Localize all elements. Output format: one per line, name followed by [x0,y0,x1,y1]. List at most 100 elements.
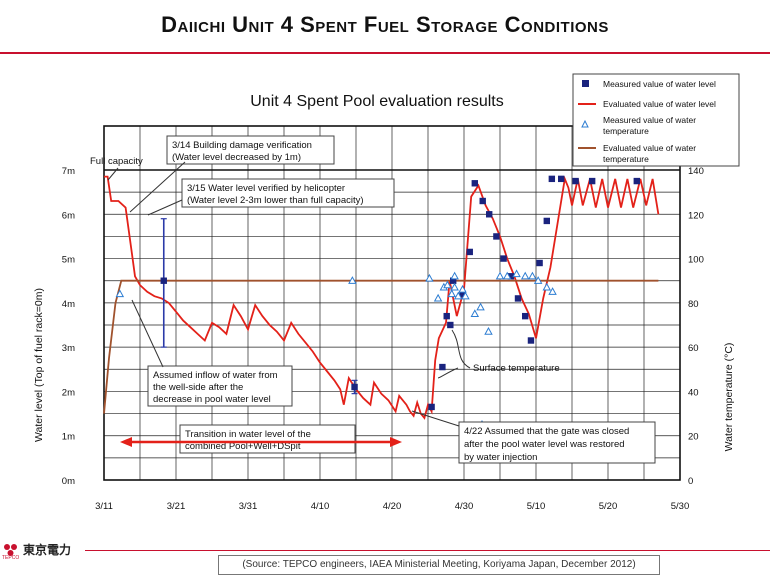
transition-arrow-left-head [120,437,132,447]
slide-title: Daiichi Unit 4 Spent Fuel Storage Condit… [161,12,609,37]
x-tick-label: 4/20 [383,501,402,512]
temperature-marker [450,282,459,291]
temperature-marker [461,291,470,300]
x-tick-label: 4/10 [311,501,330,512]
water-level-marker [543,217,550,225]
annotation-gate-closed-text: after the pool water level was restored [464,439,625,450]
annotation-transition-text: Transition in water level of the [185,429,311,440]
y-tick-label: 4m [62,299,75,310]
legend-label: Evaluated value of water [603,143,696,153]
tepco-logo-icon [4,543,17,556]
x-tick-label: 4/30 [455,501,474,512]
water-level-marker [522,312,529,320]
logo-text: 東京電力 [23,543,72,557]
annotation-leader [411,410,460,427]
temperature-marker [348,276,357,284]
water-level-marker [160,277,167,284]
tepco-logo: 東京電力 TEPCO [2,541,72,561]
annotation-building-damage-text: 3/14 Building damage verification [172,140,312,151]
annotation-leader [437,329,471,379]
transition-arrow-right-head [390,437,402,447]
temperature-marker [453,291,463,300]
temperature-marker [484,327,493,335]
temperature-marker [470,309,480,318]
x-tick-label: 5/30 [671,501,690,512]
x-tick-label: 3/21 [167,501,186,512]
legend: Measured value of water level Evaluated v… [572,73,740,167]
legend-box [572,73,740,167]
temperature-marker [433,293,443,302]
temperature-marker [548,287,557,295]
annotation-leader [147,199,183,216]
footer-divider [85,550,770,551]
water-level-marker [351,383,358,391]
temperature-marker [512,269,521,278]
temperature-marker [450,271,459,280]
y2-tick-label: 120 [688,210,704,221]
y-tick-label: 3m [62,343,75,354]
annotation-inflow-text: decrease in pool water level [153,394,271,405]
legend-label: Measured value of water level [603,79,716,89]
water-level-marker [588,177,596,185]
annotation-gate-closed-text: by water injection [464,452,537,463]
water-level-marker [450,277,457,284]
water-level-marker [479,197,486,205]
y2-tick-label: 40 [688,387,699,398]
y-axis-label: Water level (Top of fuel rack=0m) [33,288,45,442]
y2-axis-label: Water temperature (°C) [723,343,735,452]
annotation-surface-temperature: Surface temperature [473,363,560,374]
axis-ticks: 3/11 3/21 3/31 4/10 4/20 4/30 5/10 5/20 5/30 0m 1m… [62,166,704,512]
y2-tick-label: 60 [688,343,699,354]
series-layer [103,175,660,428]
temperature-marker [528,271,537,280]
water-level-marker [572,177,579,185]
legend-label: Evaluated value of water level [603,99,716,109]
annotation-gate-closed-text: 4/22 Assumed that the gate was closed [464,426,629,437]
temperature-marker [458,284,467,293]
water-level-marker [459,290,466,298]
water-level-marker [500,255,507,262]
y-tick-label: 2m [62,387,75,398]
logo-subtext: TEPCO [2,555,20,561]
temperature-marker [495,271,505,280]
y-tick-label: 7m [62,166,75,177]
water-level-marker [493,233,500,240]
temperature-marker [115,289,125,298]
temperature-marker [425,273,434,282]
legend-label: temperature [603,154,649,164]
legend-label: Measured value of water [603,115,696,125]
water-level-marker [443,312,450,320]
plot-frame [103,125,681,481]
series-line [103,279,659,414]
annotation-full-capacity: Full capacity [90,156,143,167]
annotation-inflow-box [147,365,293,407]
source-citation: (Source: TEPCO engineers, IAEA Ministeri… [218,555,660,575]
annotation-gate-closed-box [458,421,656,464]
temperature-marker [447,289,457,298]
x-tick-label: 5/20 [599,501,618,512]
temperature-marker [502,271,512,280]
y2-tick-label: 0 [688,476,693,487]
water-level-marker [527,337,535,344]
y2-tick-label: 20 [688,432,699,443]
temperature-marker [533,276,543,284]
annotation-layer: 3/14 Building damage verification (Water … [90,135,656,464]
water-level-marker [447,321,454,329]
water-level-marker [439,363,446,371]
annotation-helicopter-text: 3/15 Water level verified by helicopter [187,183,345,194]
y2-tick-label: 140 [688,166,704,177]
water-level-marker [507,273,514,280]
annotation-helicopter-text: (Water level 2-3m lower than full capaci… [187,195,364,206]
water-level-marker [633,177,640,185]
x-tick-label: 3/31 [239,501,258,512]
annotation-transition-box [179,424,356,454]
temperature-marker [476,302,485,311]
annotation-inflow-text: the well-side after the [153,382,243,393]
water-level-marker [466,248,473,256]
y-tick-label: 0m [62,476,75,487]
title-divider [0,52,770,54]
annotation-leader [129,161,186,213]
temperature-marker [520,271,530,280]
annotation-helicopter-box [181,178,395,208]
water-level-marker [536,259,543,267]
